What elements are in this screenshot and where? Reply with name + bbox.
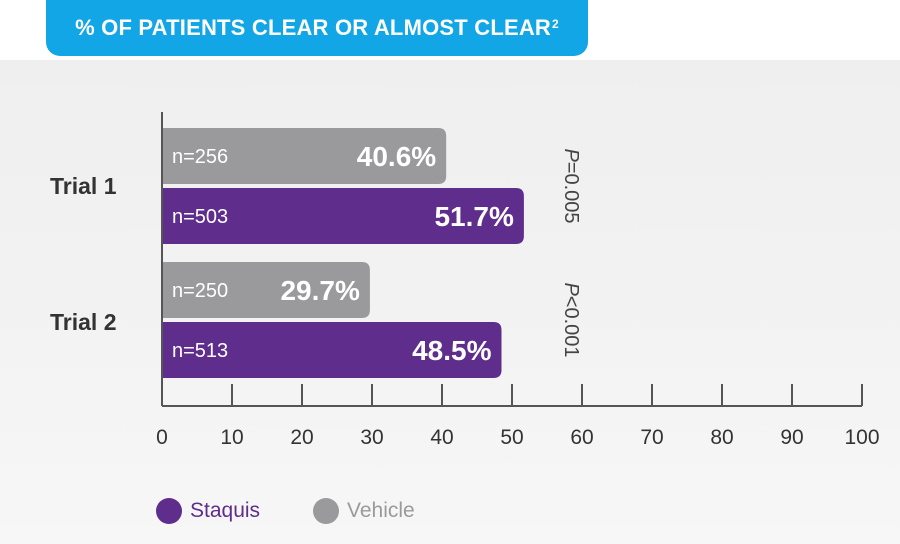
value-label-staquis-trial-1: 51.7%: [434, 201, 513, 232]
chart-title: % OF PATIENTS CLEAR OR ALMOST CLEAR: [75, 15, 552, 40]
category-label-trial-2: Trial 2: [50, 309, 117, 335]
p-value-trial-2: P<0.001: [560, 282, 582, 357]
x-tick-label-80: 80: [710, 426, 733, 449]
value-label-vehicle-trial-2: 29.7%: [280, 275, 359, 306]
legend-item-staquis: Staquis: [156, 496, 260, 526]
x-tick-label-50: 50: [500, 426, 523, 449]
x-tick-label-0: 0: [156, 426, 168, 449]
x-tick-label-60: 60: [570, 426, 593, 449]
legend-label-staquis: Staquis: [190, 499, 261, 522]
x-tick-label-100: 100: [844, 426, 879, 449]
value-label-vehicle-trial-1: 40.6%: [357, 141, 436, 172]
bar-vehicle-trial-1: [162, 128, 447, 184]
legend-swatch-staquis: [156, 498, 182, 524]
n-label-vehicle-trial-1: n=256: [172, 146, 228, 168]
x-tick-label-40: 40: [430, 426, 453, 449]
legend-label-vehicle: Vehicle: [347, 499, 415, 522]
bar-vehicle-trial-2: [162, 262, 370, 318]
legend-swatch-vehicle: [313, 498, 339, 524]
x-tick-label-20: 20: [290, 426, 313, 449]
n-label-staquis-trial-2: n=513: [172, 340, 228, 362]
n-label-staquis-trial-1: n=503: [172, 206, 228, 228]
chart-title-tab: % OF PATIENTS CLEAR OR ALMOST CLEAR 2: [46, 0, 588, 56]
bar-staquis-trial-2: [162, 322, 502, 378]
x-tick-label-30: 30: [360, 426, 383, 449]
n-label-vehicle-trial-2: n=250: [172, 280, 228, 302]
category-label-trial-1: Trial 1: [50, 173, 117, 199]
bar-staquis-trial-1: [162, 188, 524, 244]
chart-background: [0, 60, 900, 544]
title-footnote-marker: 2: [552, 17, 559, 31]
x-tick-label-10: 10: [220, 426, 243, 449]
x-tick-label-70: 70: [640, 426, 663, 449]
legend-item-vehicle: Vehicle: [313, 496, 415, 526]
p-value-trial-1: P=0.005: [560, 148, 582, 223]
value-label-staquis-trial-2: 48.5%: [412, 335, 491, 366]
x-tick-label-90: 90: [780, 426, 803, 449]
